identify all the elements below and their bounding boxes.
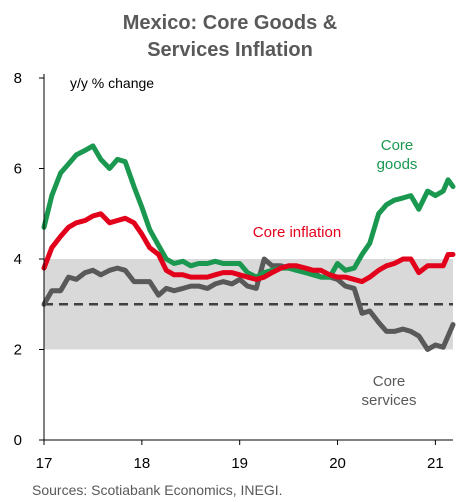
x-tick-label: 19 (231, 455, 248, 472)
series-line-core-inflation (41, 211, 456, 285)
source-note: Sources: Scotiabank Economics, INEGI. (32, 482, 283, 498)
y-tick-label: 8 (14, 70, 22, 87)
x-tick-label: 18 (134, 455, 151, 472)
series-line-core-goods (41, 143, 456, 280)
y-tick-label: 4 (14, 251, 22, 268)
x-tick-label: 17 (36, 455, 53, 472)
x-tick-label: 20 (329, 455, 346, 472)
series-label-core-goods: goods (377, 156, 418, 173)
chart-title-line-2: Services Inflation (147, 39, 313, 61)
series-label-core-services: services (361, 392, 416, 409)
plot-area: 0 2 4 6 8 17 18 19 20 21 Core services Core goods Core… (14, 70, 456, 472)
chart-title-line-1: Mexico: Core Goods & (123, 12, 337, 34)
series-label-core-inflation: Core inflation (253, 224, 341, 241)
series-line-core-services (41, 256, 456, 352)
y-tick-label: 6 (14, 161, 22, 178)
y-tick-label: 2 (14, 342, 22, 359)
y-tick-label: 0 (14, 432, 22, 449)
y-axis-label: y/y % change (70, 75, 154, 91)
series-label-core-goods: Core (381, 137, 414, 154)
series-label-core-services: Core (373, 373, 406, 390)
x-tick-label: 21 (427, 455, 444, 472)
